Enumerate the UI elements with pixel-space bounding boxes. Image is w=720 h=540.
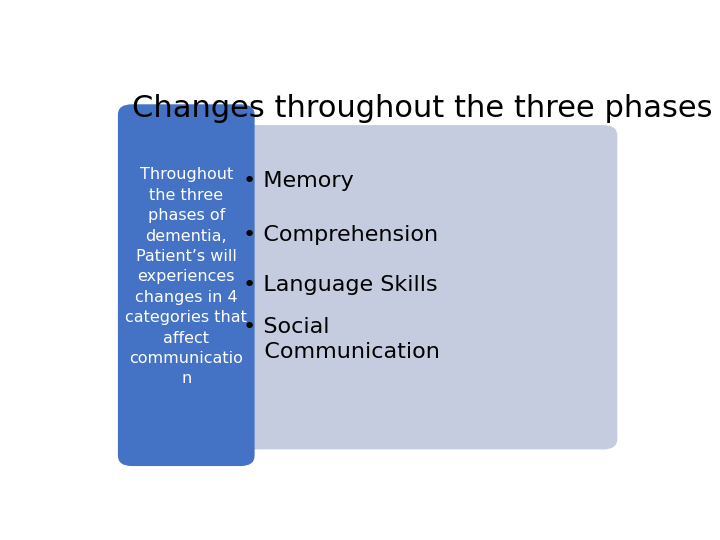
FancyBboxPatch shape <box>202 125 617 449</box>
Text: • Social
   Communication: • Social Communication <box>243 317 441 362</box>
Text: • Comprehension: • Comprehension <box>243 225 438 245</box>
Text: • Language Skills: • Language Skills <box>243 275 438 295</box>
Text: • Memory: • Memory <box>243 171 354 191</box>
Text: Throughout
the three
phases of
dementia,
Patient’s will
experiences
changes in 4: Throughout the three phases of dementia,… <box>125 167 247 386</box>
FancyBboxPatch shape <box>118 104 255 466</box>
Text: Changes throughout the three phases: Changes throughout the three phases <box>132 94 712 123</box>
